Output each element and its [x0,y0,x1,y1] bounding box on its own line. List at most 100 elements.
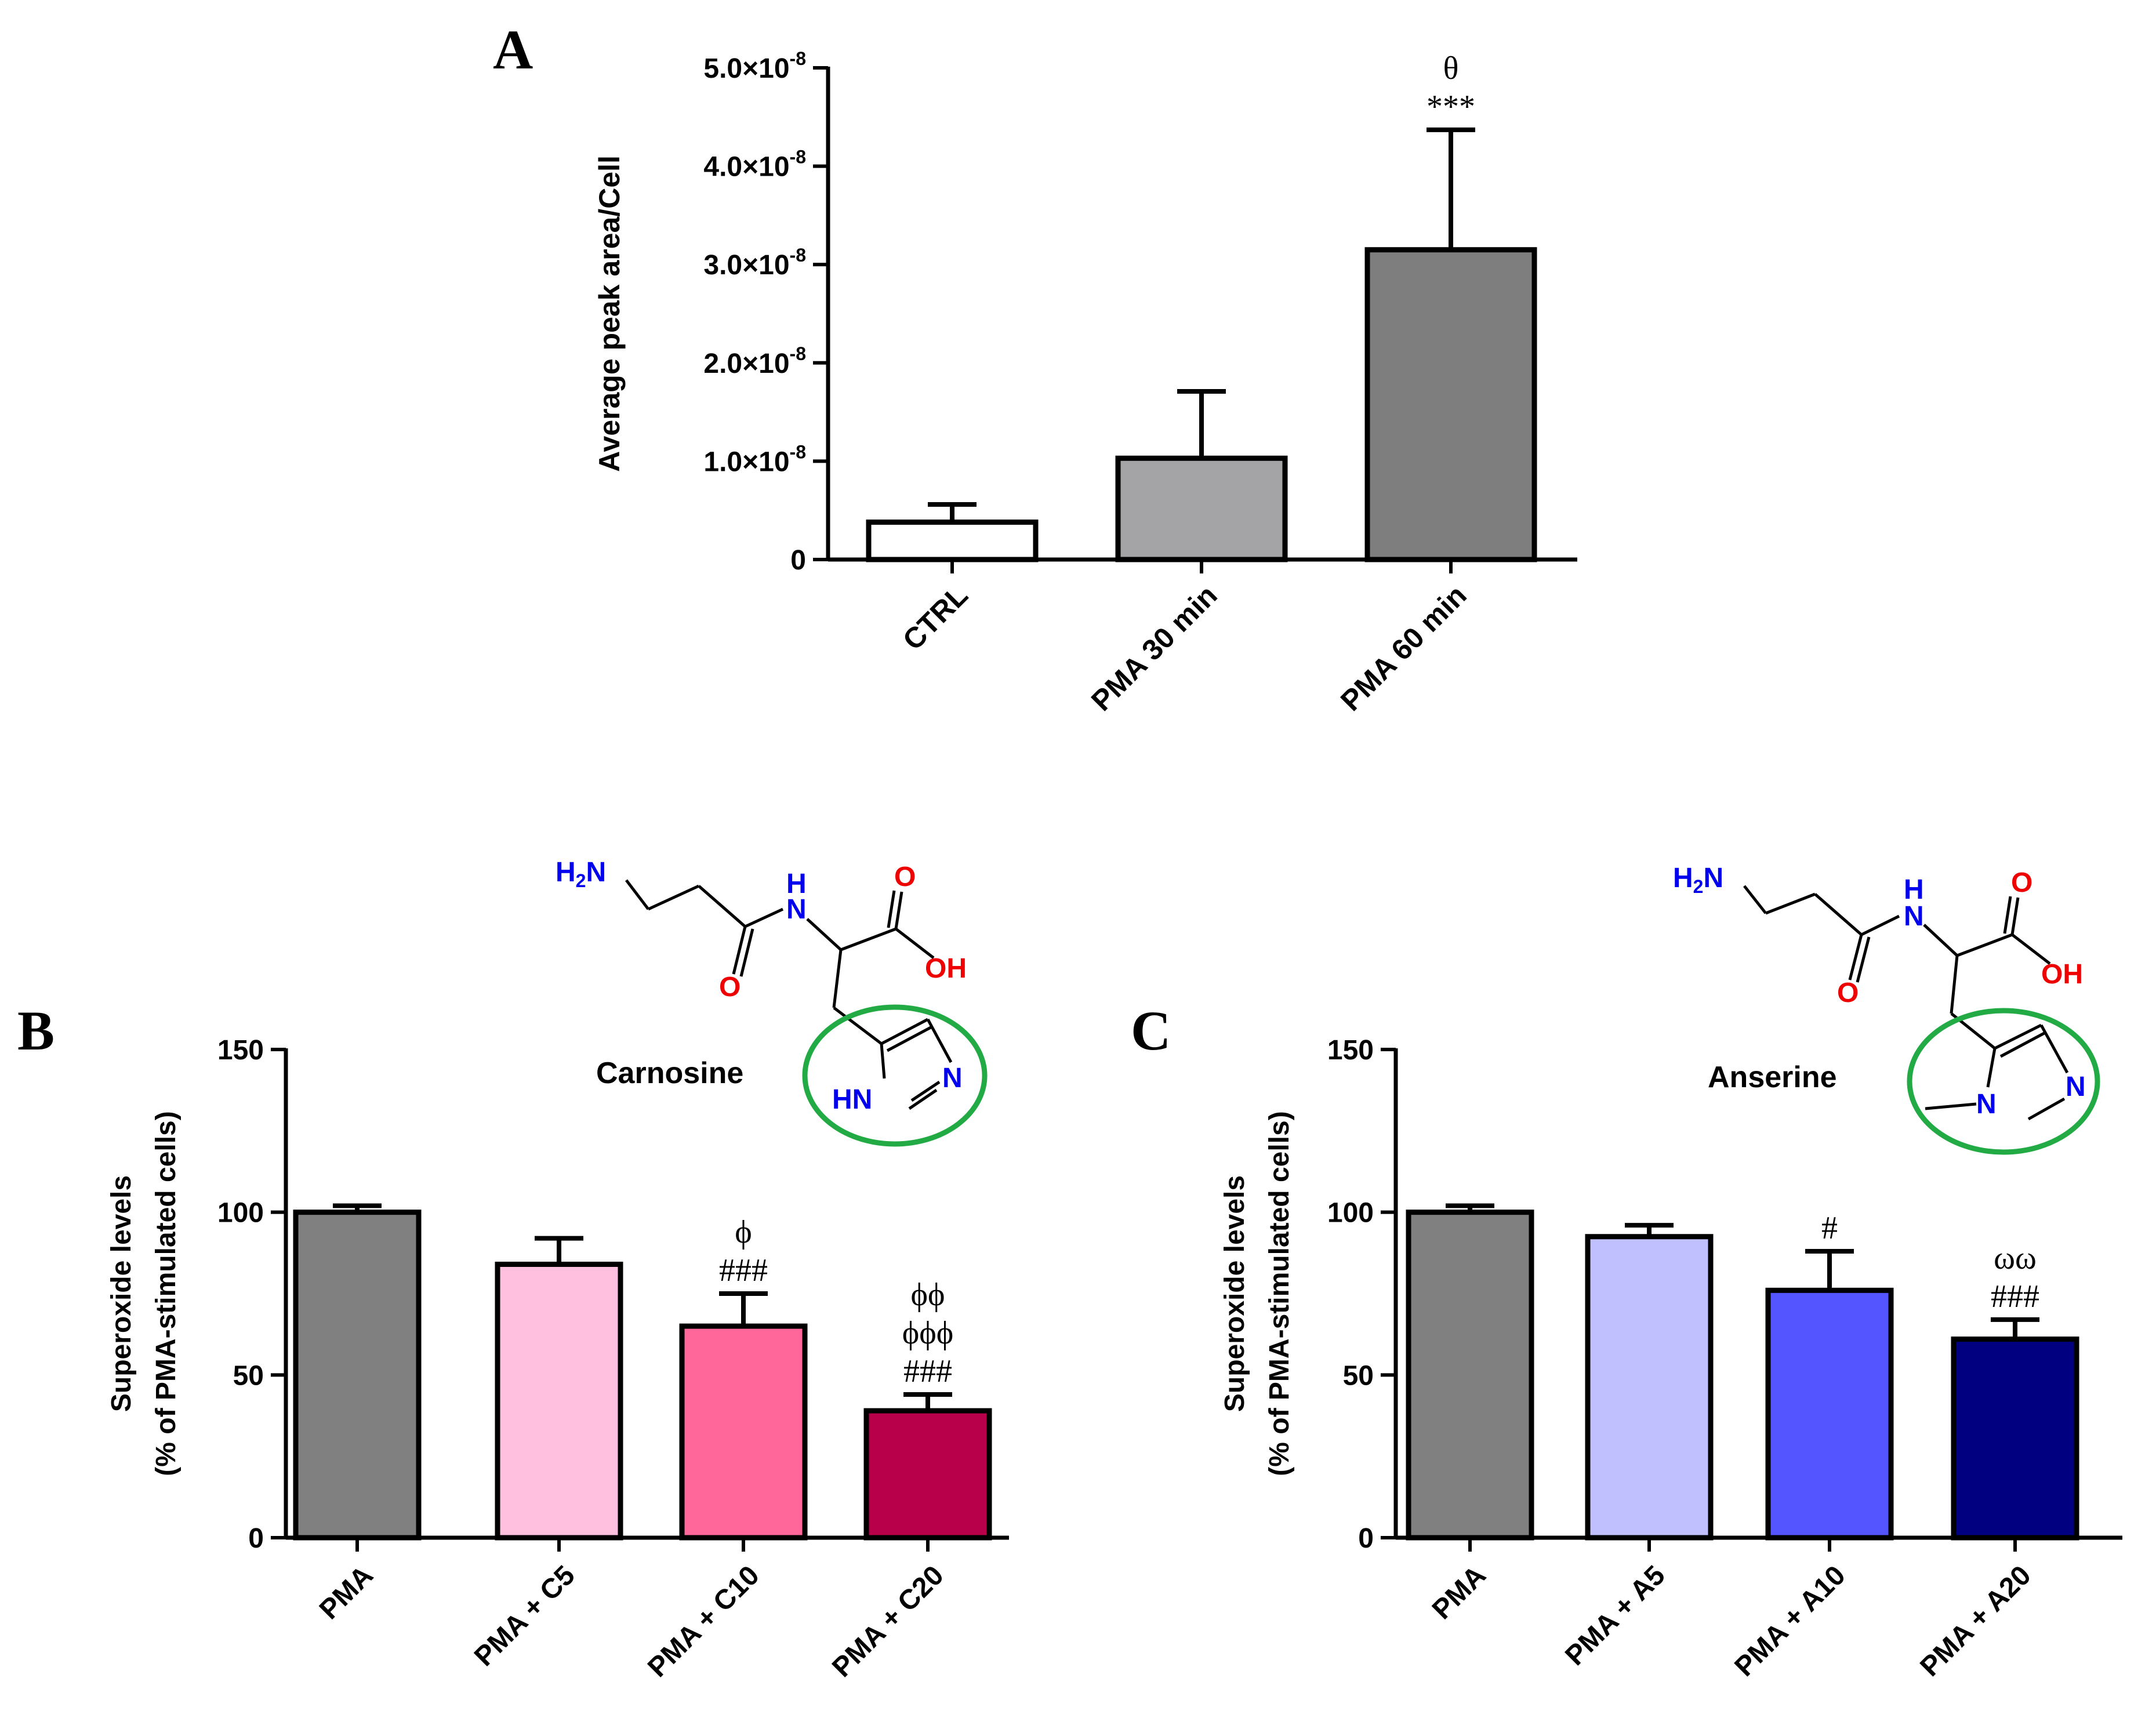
y-axis-label: (% of PMA-stimulated cells) [151,1111,182,1476]
bond [698,885,746,928]
significance-annotation: ϕϕ [911,1277,945,1313]
category-label: PMA + A5 [1559,1560,1671,1671]
significance-annotation: ϕ [735,1214,752,1250]
bar [293,1210,422,1541]
bond [832,949,843,1008]
bond [887,890,896,928]
category-label: PMA + C10 [642,1560,765,1683]
bar [1406,1210,1534,1541]
bond [1994,1023,2042,1050]
bond [2039,1024,2069,1074]
category-label: PMA + C20 [826,1560,950,1683]
bond [880,1018,929,1045]
y-tick-label: 100 [1327,1198,1374,1229]
carnosine-atom-labels: H2N H N O O OH HN N [556,857,967,1115]
y-tick-label: 50 [1343,1360,1374,1391]
bar [1765,1287,1894,1541]
bond [833,1007,883,1045]
category-label: PMA + A10 [1729,1560,1851,1682]
bond [894,891,903,929]
bond [1860,914,1900,936]
bond [1950,955,1959,1014]
amine-label: H2N [556,857,606,891]
bond [1999,1032,2045,1058]
bond [910,1080,941,1102]
bond [1923,924,1958,957]
category-label: PMA [314,1560,379,1625]
category-label: PMA [1427,1560,1492,1625]
significance-annotation: ωω [1994,1240,2037,1276]
significance-annotation: ϕϕϕ [902,1315,953,1351]
imidazole-highlight-ring [1907,1008,2100,1155]
ring-n-methyl-label: N [1976,1089,1997,1120]
molecule-name-anserine: Anserine [1708,1061,1837,1094]
bond [732,926,747,975]
bond [880,1043,886,1079]
significance-annotation: ### [1991,1279,2039,1314]
imidazole-highlight-ring [802,1004,988,1147]
significance-annotation: *** [1427,89,1475,125]
chart-a: 0 1.0×10-8 2.0×10-8 3.0×10-8 4.0×10-8 5.0×10-… [593,48,1577,717]
bond [2010,897,2020,935]
y-tick-label: 0 [1358,1523,1374,1554]
bond [806,918,842,951]
y-axis-label: (% of PMA-stimulated cells) [1264,1111,1295,1476]
bond [1814,893,1863,936]
chart-c: 0 50 100 150 Superoxide levels (% of PMA-stim… [1219,1035,2122,1683]
bond [744,907,784,928]
bar [863,1408,992,1541]
y-axis-label: Superoxide levels [1219,1175,1250,1412]
bond [895,928,935,959]
bond [2003,896,2012,934]
acid-o-label: O [894,862,916,892]
bond [647,884,700,911]
y-tick-label: 2.0×10-8 [703,343,806,379]
bond [1743,885,1767,914]
category-label: PMA 60 min [1334,579,1473,717]
bond [739,928,754,977]
y-tick-label: 0 [790,545,806,576]
bond [1925,1102,1977,1110]
y-axis-label: Average peak area/Cell [593,155,626,472]
chart-b: 0 50 100 150 Superoxide levels (% of PMA-stim… [106,1035,1009,1683]
panel-label-a: A [493,19,533,81]
bond [1765,892,1816,915]
amide-n-label: N [1904,901,1924,932]
hydroxyl-label: OH [925,953,967,984]
molecule-name-carnosine: Carnosine [596,1056,743,1090]
amide-h-label: H [786,869,807,899]
y-axis-label: Superoxide levels [106,1175,137,1412]
y-tick-label: 150 [217,1035,264,1066]
anserine-atom-labels: H2N H N O O OH N N [1673,863,2086,1120]
category-label: CTRL [896,579,974,656]
significance-annotation: ### [719,1252,768,1288]
category-label: PMA + A20 [1914,1560,2037,1682]
acid-o-label: O [2011,867,2032,898]
carbonyl-o-label: O [1837,978,1859,1008]
category-label: PMA + C5 [469,1560,581,1672]
y-tick-label: 4.0×10-8 [703,147,806,183]
hydroxyl-label: OH [2041,959,2083,990]
significance-annotation: ### [903,1353,952,1389]
y-tick-label: 100 [217,1198,264,1229]
bond [908,1088,938,1110]
bond [886,1026,932,1052]
bond [1986,1048,1997,1088]
y-tick-label: 3.0×10-8 [703,245,806,281]
bar [1951,1336,2079,1541]
category-label: PMA 30 min [1085,579,1224,717]
bond [840,927,896,951]
panel-label-c: C [1131,1000,1171,1062]
significance-annotation: # [1821,1210,1838,1246]
amide-n-label: N [786,894,807,925]
significance-annotation: θ [1443,50,1459,86]
bond [1848,934,1863,980]
anserine-structure [1743,885,2100,1155]
bar [1364,247,1537,562]
bar [1115,455,1288,562]
ring-n-label: N [2066,1072,2086,1102]
bond [625,879,649,910]
bar [866,520,1039,562]
y-tick-label: 0 [248,1523,264,1554]
